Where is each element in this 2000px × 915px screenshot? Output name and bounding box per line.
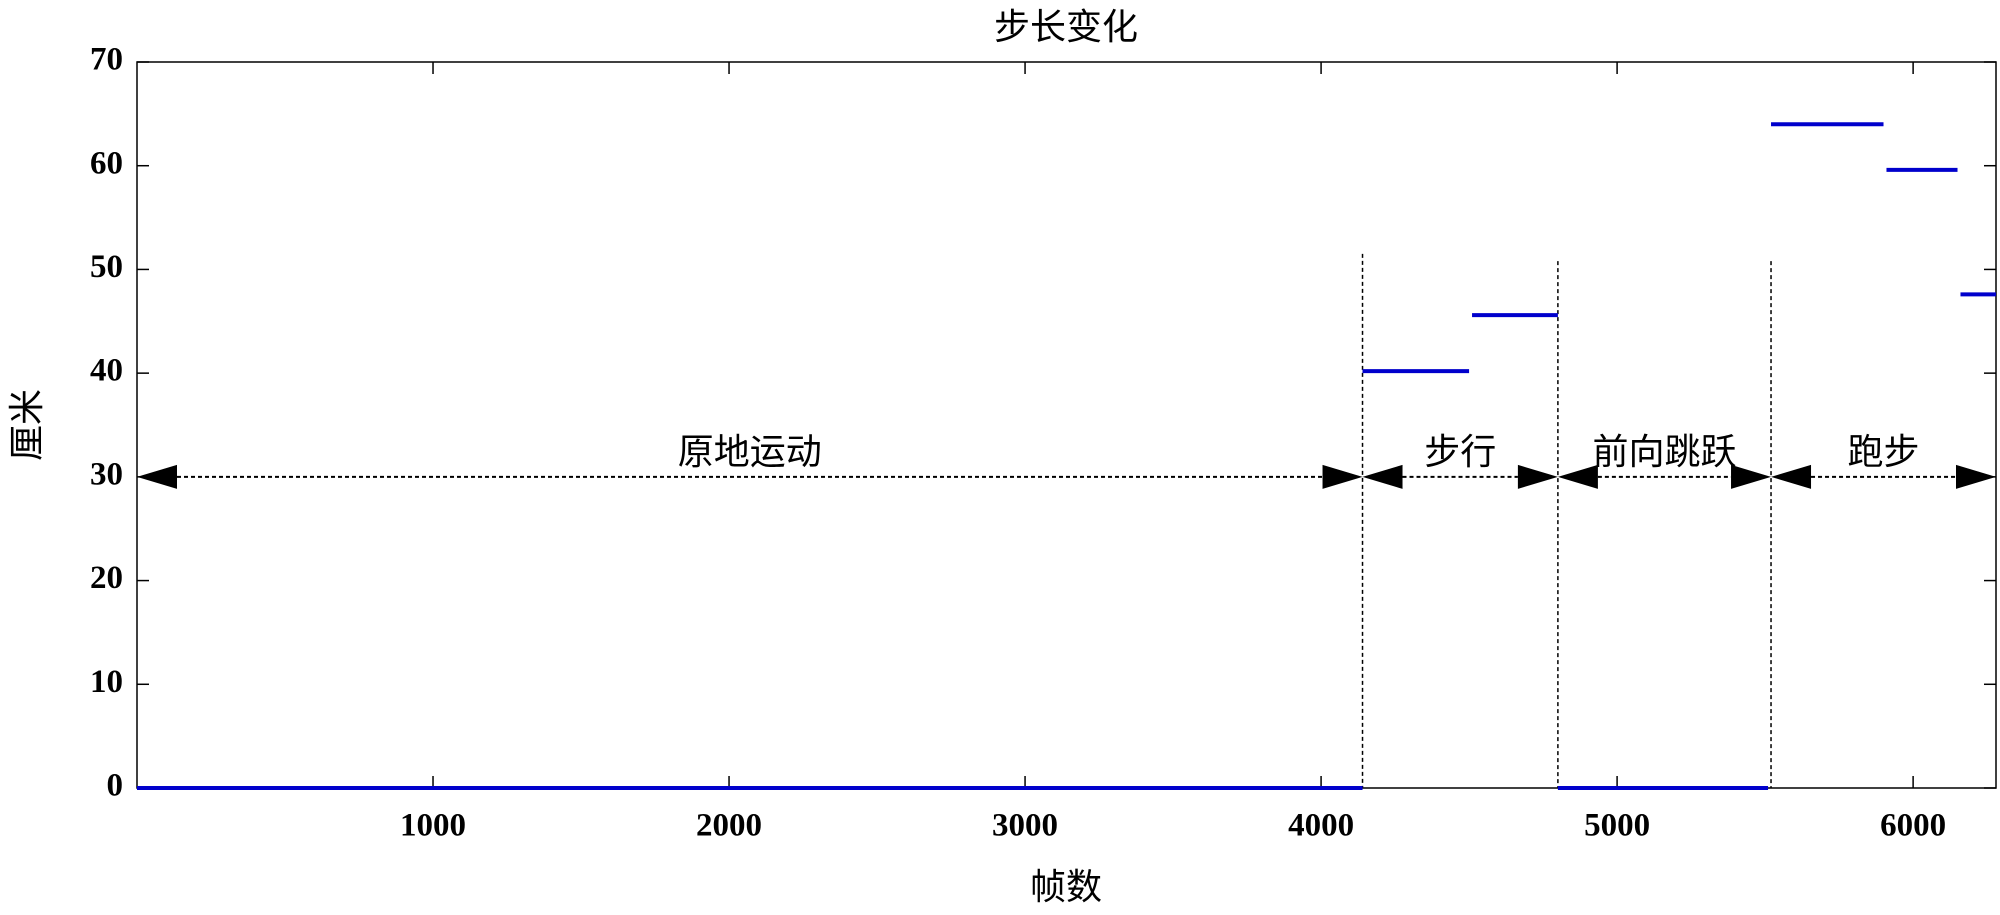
y-tick-label: 70 <box>90 42 123 78</box>
y-tick-label: 40 <box>90 353 123 389</box>
arrow-head <box>1771 464 1812 489</box>
arrow-head <box>1956 464 1996 489</box>
arrow-head <box>137 464 177 489</box>
x-tick-label: 4000 <box>1288 808 1354 844</box>
arrow-head <box>1517 464 1558 489</box>
region-label: 前向跳跃 <box>1592 432 1736 473</box>
region-label: 跑步 <box>1848 432 1920 473</box>
y-tick-label: 60 <box>90 145 123 181</box>
x-axis-label: 帧数 <box>1030 867 1102 908</box>
arrow-head <box>1731 464 1772 489</box>
y-tick-label: 0 <box>107 768 124 804</box>
y-axis-label: 厘米 <box>7 389 48 461</box>
chart-title: 步长变化 <box>994 7 1138 48</box>
x-tick-label: 1000 <box>400 808 466 844</box>
arrow-head <box>1322 464 1363 489</box>
data-line <box>137 122 1996 790</box>
plot-frame <box>136 61 1997 789</box>
x-tick-label: 3000 <box>992 808 1058 844</box>
arrow-head <box>1557 464 1598 489</box>
y-tick-label: 10 <box>90 664 123 700</box>
arrow-head <box>1362 464 1403 489</box>
region-label: 步行 <box>1424 432 1496 473</box>
y-tick-label: 50 <box>90 249 123 285</box>
region-label: 原地运动 <box>678 432 822 473</box>
y-tick-label: 20 <box>90 560 123 596</box>
y-tick-label: 30 <box>90 456 123 492</box>
x-tick-label: 2000 <box>696 808 762 844</box>
x-tick-label: 6000 <box>1880 808 1946 844</box>
x-tick-label: 5000 <box>1584 808 1650 844</box>
